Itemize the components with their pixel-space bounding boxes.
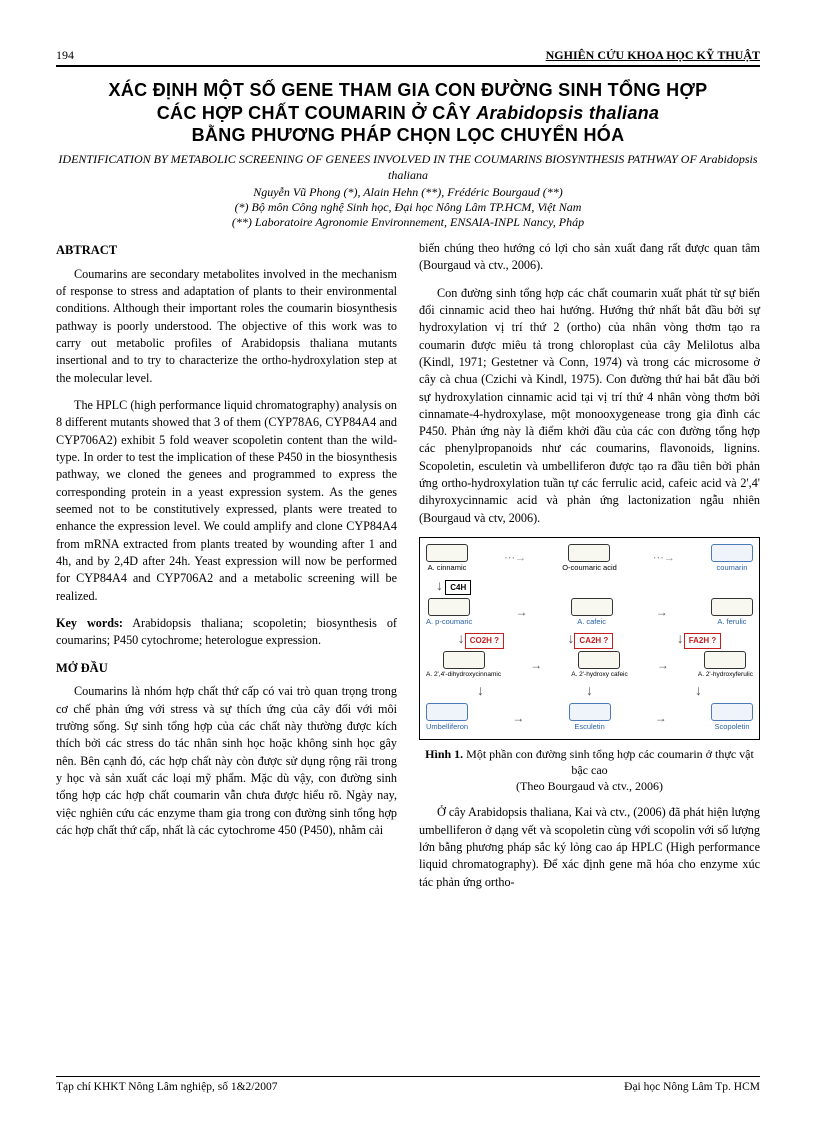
node-cafeic: A. cafeic (571, 598, 613, 628)
authors: Nguyễn Vũ Phong (*), Alain Hehn (**), Fr… (56, 185, 760, 200)
node-umbelliferon: Umbelliferon (426, 703, 468, 733)
title-species: Arabidopsis thaliana (476, 103, 659, 123)
figure-1-caption: Hình 1. Một phần con đường sinh tổng hợp… (419, 746, 760, 795)
left-column: ABTRACT Coumarins are secondary metaboli… (56, 240, 397, 901)
title-block: XÁC ĐỊNH MỘT SỐ GENE THAM GIA CON ĐƯỜNG … (56, 79, 760, 230)
label-scopoletin: Scopoletin (714, 722, 749, 733)
label-cafeic: A. cafeic (577, 617, 606, 628)
node-o-coumaric: O-coumaric acid (562, 544, 617, 574)
enzyme-co2h: CO2H ? (465, 633, 504, 648)
node-hydroxy-ferulic: A. 2'-hydroxyferulic (698, 651, 753, 679)
title-line1: XÁC ĐỊNH MỘT SỐ GENE THAM GIA CON ĐƯỜNG … (109, 80, 708, 100)
arrow-icon: ⋯→ (504, 551, 526, 567)
node-scopoletin: Scopoletin (711, 703, 753, 733)
label-p-coumaric: A. p-coumaric (426, 617, 472, 628)
enzyme-c4h-row: ↓ C4H (436, 576, 753, 596)
node-hydroxy-cafeic: A. 2'-hydroxy cafeic (571, 651, 628, 679)
figure-caption-source: (Theo Bourgaud và ctv., 2006) (516, 779, 663, 793)
intro-paragraph-1: Coumarins là nhóm hợp chất thứ cấp có va… (56, 683, 397, 839)
label-esculetin: Esculetin (574, 722, 604, 733)
right-paragraph-2: Con đường sinh tổng hợp các chất coumari… (419, 285, 760, 528)
right-paragraph-1: biến chúng theo hướng có lợi cho sản xuấ… (419, 240, 760, 275)
right-column: biến chúng theo hướng có lợi cho sản xuấ… (419, 240, 760, 901)
article-title: XÁC ĐỊNH MỘT SỐ GENE THAM GIA CON ĐƯỜNG … (56, 79, 760, 147)
label-o-coumaric: O-coumaric acid (562, 563, 617, 574)
page-footer: Tạp chí KHKT Nông Lâm nghiệp, số 1&2/200… (56, 1076, 760, 1093)
arrow-icon: → (656, 604, 668, 621)
page-number: 194 (56, 48, 74, 63)
node-p-coumaric: A. p-coumaric (426, 598, 472, 628)
arrow-down-row: ↓ ↓ ↓ (426, 681, 753, 701)
enzyme-ca2h: CA2H ? (574, 633, 613, 648)
figure-1: A. cinnamic ⋯→ O-coumaric acid ⋯→ coumar… (419, 537, 760, 740)
label-cinnamic: A. cinnamic (428, 563, 467, 574)
label-umbelliferon: Umbelliferon (426, 722, 468, 733)
arrow-icon: ⋯→ (653, 551, 675, 567)
enzyme-c4h: C4H (445, 580, 471, 595)
label-hydroxy-cafeic: A. 2'-hydroxy cafeic (571, 670, 628, 679)
enzyme-row: ↓CO2H ? ↓CA2H ? ↓FA2H ? (426, 629, 753, 649)
title-line2a: CÁC HỢP CHẤT COUMARIN Ở CÂY (157, 103, 476, 123)
figure-caption-text: Một phần con đường sinh tổng hợp các cou… (463, 747, 754, 777)
journal-section: NGHIÊN CỨU KHOA HỌC KỸ THUẬT (546, 48, 760, 63)
affiliation-1: (*) Bộ môn Công nghệ Sinh học, Đại học N… (56, 200, 760, 215)
abstract-paragraph-2: The HPLC (high performance liquid chroma… (56, 397, 397, 605)
arrow-down-icon: ↓ (458, 630, 465, 646)
node-coumarin: coumarin (711, 544, 753, 574)
title-line3: BẰNG PHƯƠNG PHÁP CHỌN LỌC CHUYỂN HÓA (192, 125, 625, 145)
arrow-down-icon: ↓ (567, 630, 574, 646)
abstract-heading: ABTRACT (56, 242, 397, 260)
arrow-icon: → (655, 710, 667, 727)
label-hydroxy-ferulic: A. 2'-hydroxyferulic (698, 670, 753, 679)
subtitle-english: IDENTIFICATION BY METABOLIC SCREENING OF… (56, 151, 760, 183)
label-dihydroxy: A. 2',4'-dihydroxycinnamic (426, 670, 501, 679)
arrow-icon: → (515, 604, 527, 621)
arrow-down-icon: ↓ (477, 681, 484, 701)
keywords-label: Key words: (56, 616, 123, 630)
right-paragraph-3: Ở cây Arabidopsis thaliana, Kai và ctv.,… (419, 804, 760, 891)
keywords: Key words: Arabidopsis thaliana; scopole… (56, 615, 397, 650)
label-ferulic: A. ferulic (717, 617, 746, 628)
figure-label: Hình 1. (425, 747, 463, 761)
footer-right: Đại học Nông Lâm Tp. HCM (624, 1081, 760, 1093)
content-columns: ABTRACT Coumarins are secondary metaboli… (56, 240, 760, 901)
abstract-paragraph-1: Coumarins are secondary metabolites invo… (56, 266, 397, 387)
arrow-down-icon: ↓ (695, 681, 702, 701)
footer-left: Tạp chí KHKT Nông Lâm nghiệp, số 1&2/200… (56, 1081, 277, 1093)
arrow-icon: → (657, 657, 669, 674)
arrow-icon: → (512, 710, 524, 727)
arrow-down-icon: ↓ (677, 630, 684, 646)
affiliation-2: (**) Laboratoire Agronomie Environnement… (56, 215, 760, 230)
label-coumarin: coumarin (717, 563, 748, 574)
arrow-down-icon: ↓ (436, 577, 443, 593)
enzyme-fa2h: FA2H ? (684, 633, 722, 648)
pathway-diagram: A. cinnamic ⋯→ O-coumaric acid ⋯→ coumar… (426, 544, 753, 733)
page-header: 194 NGHIÊN CỨU KHOA HỌC KỸ THUẬT (56, 48, 760, 67)
arrow-icon: → (530, 657, 542, 674)
node-ferulic: A. ferulic (711, 598, 753, 628)
node-esculetin: Esculetin (569, 703, 611, 733)
node-dihydroxy: A. 2',4'-dihydroxycinnamic (426, 651, 501, 679)
node-cinnamic: A. cinnamic (426, 544, 468, 574)
arrow-down-icon: ↓ (586, 681, 593, 701)
intro-heading: MỞ ĐẦU (56, 660, 397, 678)
